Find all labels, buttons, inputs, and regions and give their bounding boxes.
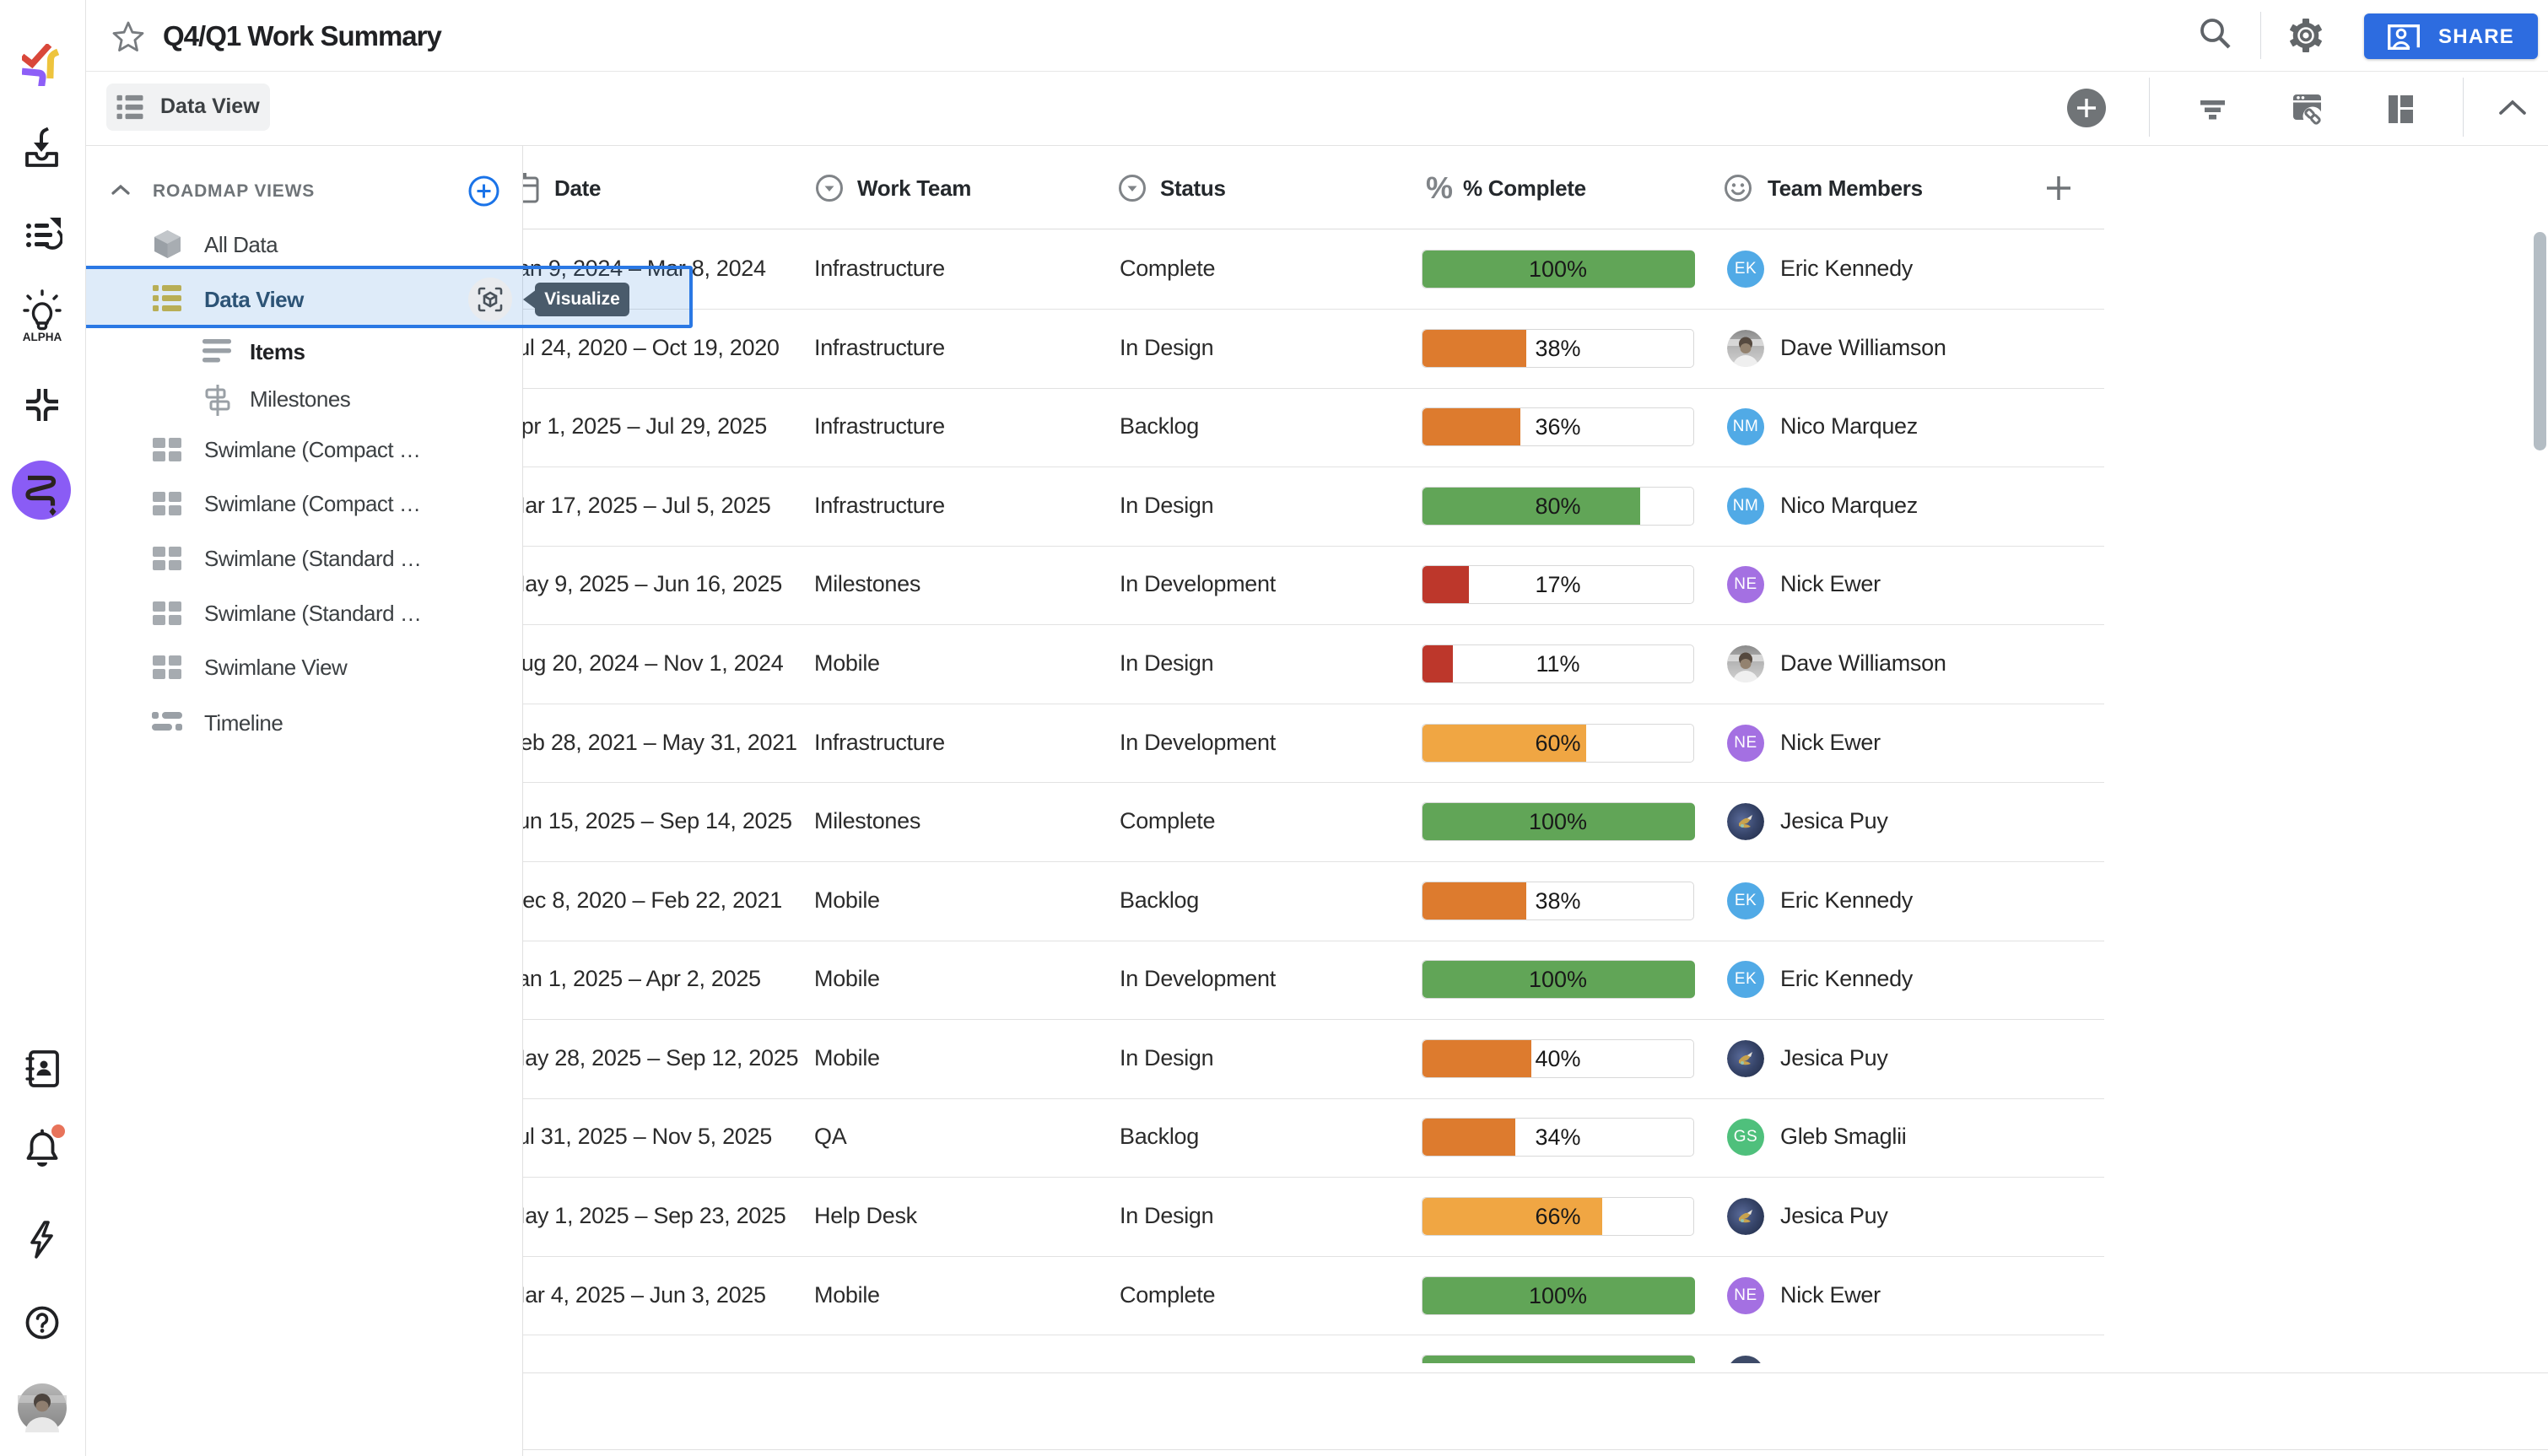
svg-text:ALPHA: ALPHA — [23, 331, 62, 342]
